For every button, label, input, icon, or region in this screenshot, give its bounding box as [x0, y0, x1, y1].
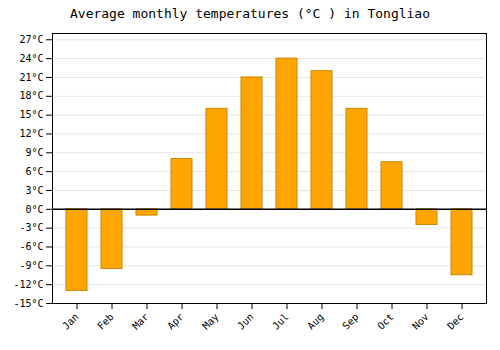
svg-text:0°C: 0°C	[25, 204, 43, 215]
svg-text:21°C: 21°C	[19, 72, 43, 83]
svg-text:Sep: Sep	[340, 311, 361, 332]
svg-text:Aug: Aug	[305, 311, 326, 332]
svg-text:Oct: Oct	[375, 311, 396, 332]
svg-text:-6°C: -6°C	[19, 241, 43, 252]
svg-text:24°C: 24°C	[19, 53, 43, 64]
svg-text:Jul: Jul	[270, 311, 291, 332]
svg-text:Feb: Feb	[95, 311, 116, 332]
svg-text:Jan: Jan	[60, 311, 81, 332]
svg-text:15°C: 15°C	[19, 109, 43, 120]
svg-text:3°C: 3°C	[25, 185, 43, 196]
svg-text:27°C: 27°C	[19, 34, 43, 45]
svg-text:6°C: 6°C	[25, 166, 43, 177]
svg-text:-15°C: -15°C	[13, 298, 43, 309]
svg-text:Jun: Jun	[235, 311, 256, 332]
svg-text:9°C: 9°C	[25, 147, 43, 158]
svg-text:Dec: Dec	[445, 311, 466, 332]
svg-text:-3°C: -3°C	[19, 222, 43, 233]
svg-text:Apr: Apr	[165, 311, 186, 332]
svg-text:May: May	[200, 311, 221, 332]
html-text:Average monthly temperatures (: Average monthly temperatures (°C ) in To…	[70, 6, 430, 21]
svg-text:-9°C: -9°C	[19, 260, 43, 271]
svg-text:Nov: Nov	[410, 311, 431, 332]
svg-text:-12°C: -12°C	[13, 279, 43, 290]
svg-text:12°C: 12°C	[19, 128, 43, 139]
svg-text:Mar: Mar	[130, 311, 151, 332]
svg-text:18°C: 18°C	[19, 90, 43, 101]
